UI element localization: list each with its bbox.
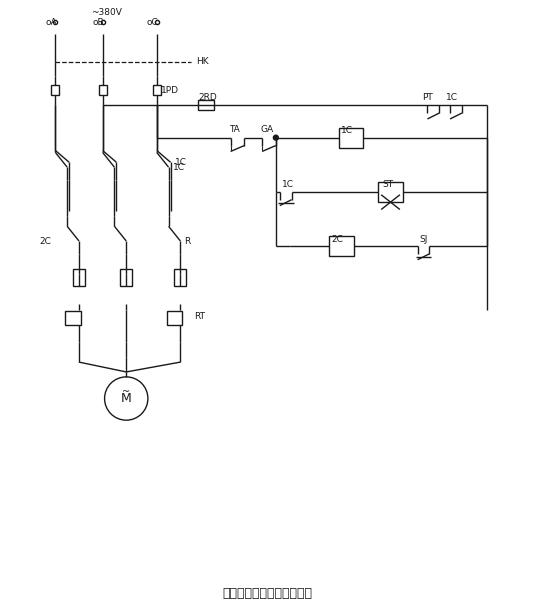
Circle shape xyxy=(105,377,148,420)
Text: 1C: 1C xyxy=(341,126,353,135)
Text: 1C: 1C xyxy=(446,93,458,102)
Bar xyxy=(51,86,59,95)
Text: HK: HK xyxy=(196,57,209,67)
Text: 2RD: 2RD xyxy=(198,93,217,102)
Text: 2C: 2C xyxy=(331,235,343,244)
Bar xyxy=(339,128,364,147)
Bar xyxy=(73,269,85,287)
Circle shape xyxy=(273,135,278,140)
Text: oA: oA xyxy=(45,18,57,27)
Text: GA: GA xyxy=(260,125,273,134)
Text: 2C: 2C xyxy=(40,236,51,246)
Text: 1C: 1C xyxy=(172,163,185,172)
Text: RT: RT xyxy=(194,312,205,321)
Text: PT: PT xyxy=(422,93,433,102)
Text: 1C: 1C xyxy=(175,158,186,167)
Text: 定子绕组串联电阻起动控制: 定子绕组串联电阻起动控制 xyxy=(222,587,312,600)
Bar xyxy=(167,311,182,324)
Text: oC: oC xyxy=(147,18,159,27)
Text: 1C: 1C xyxy=(282,180,294,189)
Bar xyxy=(378,182,403,202)
Text: M: M xyxy=(121,392,131,405)
Bar xyxy=(99,86,107,95)
Bar xyxy=(198,100,214,110)
Text: oB: oB xyxy=(93,18,104,27)
Text: R: R xyxy=(184,236,191,246)
Bar xyxy=(120,269,132,287)
Text: SJ: SJ xyxy=(420,235,428,244)
Text: ST: ST xyxy=(382,180,394,189)
Text: 1PD: 1PD xyxy=(161,86,179,95)
Text: ~: ~ xyxy=(122,387,130,397)
Bar xyxy=(153,86,161,95)
Bar xyxy=(175,269,186,287)
Text: ~380V: ~380V xyxy=(91,8,122,17)
Text: TA: TA xyxy=(229,125,239,134)
Bar xyxy=(65,311,81,324)
Bar xyxy=(329,236,354,256)
